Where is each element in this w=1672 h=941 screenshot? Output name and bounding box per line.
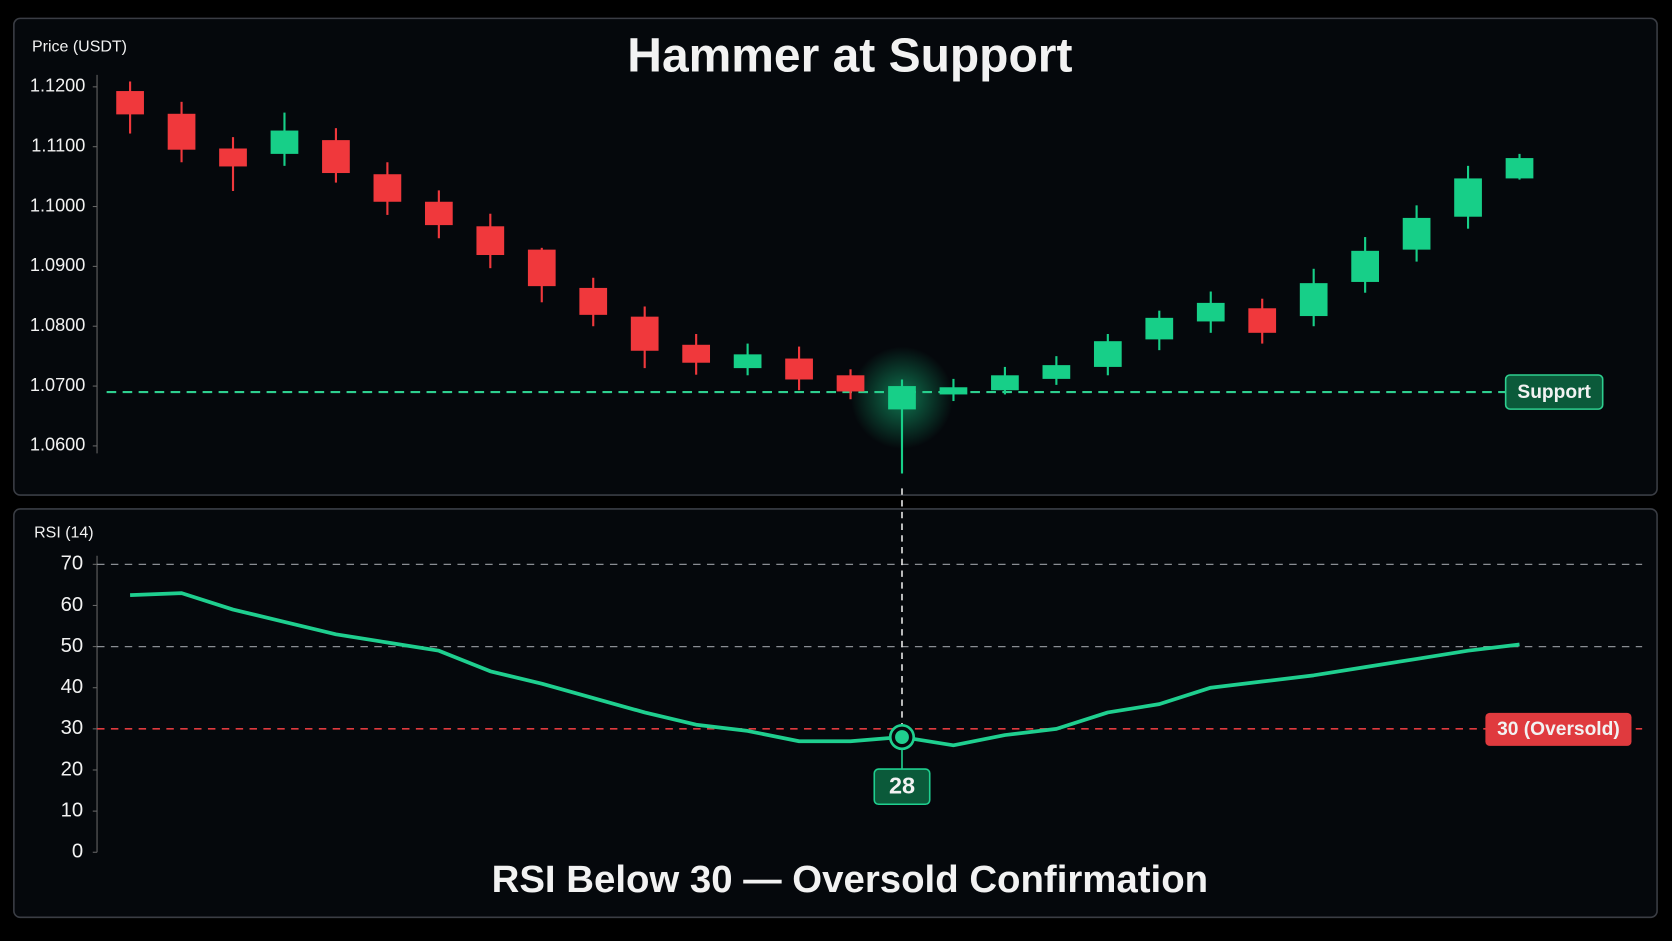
candle-body <box>373 174 402 202</box>
y-tick-label: 1.1000 <box>30 195 85 215</box>
candle-body <box>1145 317 1174 340</box>
candle-body <box>682 344 711 363</box>
y-tick-label: 1.0800 <box>30 315 85 335</box>
highlight-point <box>895 730 909 745</box>
y-tick-label: 30 <box>61 717 84 739</box>
y-tick-label: 60 <box>61 594 84 616</box>
candle-body <box>785 358 813 380</box>
oversold-label: 30 (Oversold) <box>1497 719 1620 740</box>
rsi-axis-label: RSI (14) <box>34 525 94 542</box>
candle-body <box>1248 308 1277 333</box>
candle-body <box>579 287 608 315</box>
candle-body <box>1454 178 1482 217</box>
candle-body <box>939 387 968 395</box>
candle-body <box>219 148 247 167</box>
candle-body <box>991 375 1019 391</box>
y-tick-label: 1.1200 <box>30 76 85 96</box>
support-label: Support <box>1517 382 1591 403</box>
y-tick-label: 1.0700 <box>30 375 85 395</box>
y-tick-label: 50 <box>61 635 84 657</box>
price-panel <box>13 17 1658 496</box>
y-tick-label: 10 <box>61 799 84 821</box>
candle-body <box>1402 217 1431 250</box>
candle-body <box>322 140 350 174</box>
rsi-line <box>130 591 1520 748</box>
candle-body <box>476 226 505 256</box>
candle-body <box>1505 158 1534 179</box>
support-badge <box>1504 374 1604 410</box>
candle-body <box>1196 302 1225 322</box>
candle-body <box>630 316 659 351</box>
y-tick-label: 1.0600 <box>30 435 85 455</box>
callout-label: 28 <box>889 772 915 798</box>
candle-body <box>888 386 916 410</box>
oversold-badge <box>1485 712 1632 746</box>
y-tick-label: 0 <box>72 841 83 863</box>
candle-body <box>1042 365 1071 379</box>
candle-body <box>836 375 865 392</box>
candle-body <box>733 354 762 369</box>
candle-body <box>116 91 144 115</box>
price-axis-label: Price (USDT) <box>32 38 127 55</box>
callout-box <box>873 768 931 806</box>
candle-body <box>424 201 453 226</box>
candle-body <box>270 130 299 154</box>
rsi-panel <box>13 508 1658 919</box>
candle-body <box>527 249 556 287</box>
y-tick-label: 1.0900 <box>30 255 85 275</box>
y-tick-label: 20 <box>61 758 84 780</box>
chart-title: Hammer at Support <box>627 30 1072 83</box>
y-tick-label: 70 <box>61 553 84 575</box>
candle-body <box>1351 250 1379 282</box>
y-tick-label: 1.1100 <box>31 135 85 155</box>
candle-body <box>167 113 196 150</box>
y-tick-label: 40 <box>61 676 84 698</box>
chart-caption: RSI Below 30 — Oversold Confirmation <box>492 858 1208 901</box>
candle-body <box>1299 283 1328 317</box>
candle-body <box>1093 341 1122 367</box>
